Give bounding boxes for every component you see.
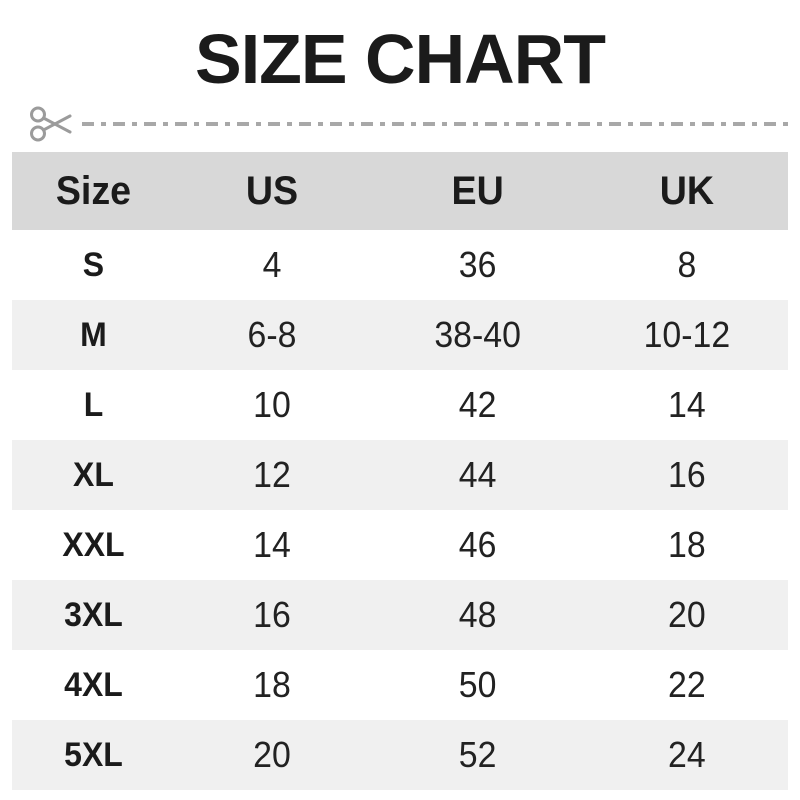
us-cell: 20	[253, 734, 291, 775]
eu-cell: 38-40	[434, 314, 521, 355]
table-row: 4XL 18 50 22	[12, 650, 788, 720]
table-row: 3XL 16 48 20	[12, 580, 788, 650]
size-cell: XXL	[62, 525, 125, 564]
us-cell: 14	[253, 524, 291, 565]
eu-cell: 46	[458, 524, 497, 565]
eu-cell: 42	[458, 384, 497, 425]
size-cell: 4XL	[64, 665, 123, 704]
uk-cell: 16	[668, 454, 706, 495]
size-cell: S	[82, 245, 105, 284]
eu-cell: 50	[458, 664, 497, 705]
us-cell: 10	[253, 384, 291, 425]
header-us: US	[245, 168, 299, 213]
us-cell: 4	[262, 244, 282, 285]
cut-line	[28, 104, 790, 144]
us-cell: 12	[253, 454, 291, 495]
size-table: Size US EU UK S 4 36 8 M 6-8 38-40 10-12…	[12, 152, 788, 790]
size-cell: M	[80, 315, 107, 354]
table-row: 5XL 20 52 24	[12, 720, 788, 790]
uk-cell: 14	[668, 384, 706, 425]
table-row: XL 12 44 16	[12, 440, 788, 510]
size-cell: XL	[73, 455, 114, 494]
page-title: SIZE CHART	[195, 20, 606, 98]
uk-cell: 24	[668, 734, 706, 775]
table-header-row: Size US EU UK	[12, 152, 788, 230]
header-eu: EU	[451, 168, 504, 213]
header-size: Size	[55, 168, 132, 213]
uk-cell: 10-12	[643, 314, 731, 355]
eu-cell: 52	[458, 734, 497, 775]
dashed-line	[82, 122, 790, 126]
uk-cell: 18	[668, 524, 706, 565]
header-uk: UK	[659, 168, 715, 213]
us-cell: 6-8	[247, 314, 297, 355]
size-cell: 5XL	[64, 735, 123, 774]
table-row: M 6-8 38-40 10-12	[12, 300, 788, 370]
scissors-icon	[30, 106, 72, 142]
uk-cell: 8	[677, 244, 697, 285]
size-cell: 3XL	[64, 595, 123, 634]
eu-cell: 48	[458, 594, 497, 635]
us-cell: 16	[253, 594, 291, 635]
table-row: L 10 42 14	[12, 370, 788, 440]
us-cell: 18	[253, 664, 291, 705]
size-cell: L	[83, 385, 104, 424]
eu-cell: 36	[458, 244, 497, 285]
table-body: S 4 36 8 M 6-8 38-40 10-12 L 10 42 14 XL…	[12, 230, 788, 790]
uk-cell: 20	[668, 594, 706, 635]
table-row: XXL 14 46 18	[12, 510, 788, 580]
eu-cell: 44	[458, 454, 497, 495]
uk-cell: 22	[668, 664, 706, 705]
table-row: S 4 36 8	[12, 230, 788, 300]
